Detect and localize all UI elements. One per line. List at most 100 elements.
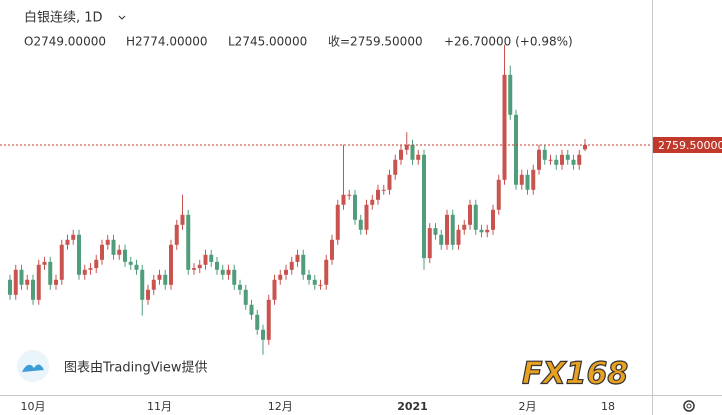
candle-body [157,274,162,280]
candle-body [376,189,380,200]
chart-title[interactable]: 白银连续, 1D [24,10,103,26]
candle-body [31,279,35,300]
last-price-label: 2759.50000 [658,139,722,152]
candle-body [537,149,541,170]
candle-body [433,228,438,235]
candle-body [565,154,570,160]
candle-body [295,254,300,262]
candle-body [77,234,81,275]
candle-body [169,244,173,285]
candle-body [272,279,277,300]
candle-body [243,289,248,305]
candle-body [404,144,409,150]
candle-body [577,154,582,165]
candle-body [502,74,507,180]
candle-body [583,145,587,150]
candle-body [439,234,444,245]
candle-body [249,304,254,315]
candle-body [289,261,294,270]
settings-icon[interactable] [683,400,695,412]
plot-area [0,44,652,355]
candle-body [416,154,421,160]
candle-body [123,249,127,262]
candle-body [146,289,150,300]
candle-body [462,224,467,230]
candle-body [278,274,283,280]
candle-body [491,209,495,230]
candle-body [525,174,530,190]
candle-body [180,214,185,225]
candle-body [393,159,398,175]
candle-body [82,269,87,275]
candle-body [59,244,64,280]
header-close: 收=2759.50000 [328,35,423,49]
candle-body [100,244,104,260]
candle-body [266,299,271,340]
candle-body [88,268,93,270]
candle-body [220,269,225,275]
candle-body [151,279,156,290]
candle-body [318,284,323,286]
candle-body [450,214,455,245]
candle-body [13,269,18,295]
candle-body [301,254,306,275]
candle-body [8,279,12,295]
candle-body [548,159,553,161]
candle-body [468,204,472,225]
x-tick-label: 12月 [268,400,293,413]
candle-body [571,159,576,165]
candle-body [353,194,357,220]
x-tick-label: 2月 [519,400,537,413]
candle-body [307,274,311,280]
candle-body [94,259,99,269]
candle-body [71,234,76,240]
candle-body [387,174,392,190]
candle-body [134,264,139,270]
x-tick-label: 2021 [397,400,428,413]
candle-body [496,179,501,210]
candle-body [186,214,191,270]
header-change: +26.70000 (+0.98%) [444,35,573,49]
candle-body [330,239,334,260]
candle-body [36,264,41,300]
header-open: O2749.00000 [24,35,106,49]
candle-body [261,329,265,340]
candle-body [427,228,432,259]
candle-body [128,261,133,265]
logo-bg [519,358,649,390]
logo: FX168 [522,357,628,392]
candle-body [335,204,340,240]
candle-body [381,189,386,191]
candle-body [508,74,513,115]
candle-body [312,279,317,285]
candle-body [192,268,196,270]
title-chevron[interactable] [118,15,126,20]
candle-body [473,204,478,230]
candle-body [203,254,208,265]
x-tick-label: 11月 [147,400,172,413]
x-tick-label: 10月 [21,400,46,413]
candle-body [514,114,518,185]
candle-body [519,174,524,185]
candle-body [105,239,110,245]
candle-body [370,199,375,205]
candle-body [48,261,53,285]
header-low: L2745.00000 [228,35,307,49]
candle-body [284,269,288,275]
watermark-icon [17,350,49,382]
candle-body [364,204,369,230]
candle-body [163,274,168,285]
candle-body [324,259,329,285]
candle-body [209,254,214,262]
candle-body [232,269,237,285]
candle-body [140,269,145,300]
candle-body [25,279,30,285]
header-high: H2774.00000 [126,35,208,49]
candle-body [215,261,219,270]
candle-body [226,269,231,275]
candle-body [479,229,484,233]
candle-body [174,224,179,245]
candle-body [456,229,461,245]
candle-body [422,154,426,259]
